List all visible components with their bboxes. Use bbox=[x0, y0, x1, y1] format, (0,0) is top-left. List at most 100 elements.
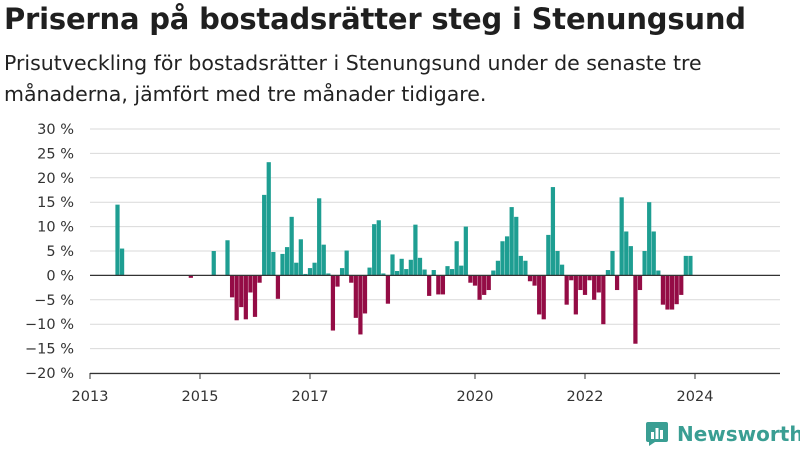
y-tick-label: 25 % bbox=[37, 146, 74, 162]
bar-positive bbox=[303, 273, 308, 276]
y-tick-label: 5 % bbox=[46, 244, 74, 260]
bar-positive bbox=[559, 264, 565, 276]
y-tick-label: 10 % bbox=[37, 220, 74, 236]
bar-positive bbox=[509, 207, 514, 276]
bar-positive bbox=[344, 250, 349, 276]
bar-negative bbox=[349, 275, 354, 283]
bar-negative bbox=[229, 275, 235, 298]
bar-negative bbox=[541, 275, 546, 320]
bar-negative bbox=[527, 275, 533, 282]
bar-positive bbox=[495, 260, 501, 276]
bar-positive bbox=[449, 269, 455, 276]
bar-positive bbox=[317, 198, 322, 276]
bar-negative bbox=[234, 275, 239, 321]
bar-positive bbox=[605, 270, 611, 276]
bar-negative bbox=[674, 275, 679, 305]
bar-positive bbox=[688, 255, 693, 276]
bar-positive bbox=[280, 253, 285, 276]
bar-positive bbox=[550, 187, 556, 276]
bar-negative bbox=[633, 275, 638, 344]
bar-negative bbox=[573, 275, 578, 315]
bar-positive bbox=[504, 236, 510, 276]
x-tick-label: 2024 bbox=[677, 389, 714, 405]
bar-negative bbox=[362, 275, 368, 314]
bar-positive bbox=[647, 202, 652, 276]
bar-negative bbox=[358, 275, 363, 335]
bar-negative bbox=[472, 275, 478, 286]
bar-positive bbox=[298, 239, 303, 276]
chart-subtitle: Prisutveckling för bostadsrätter i Stenu… bbox=[4, 51, 702, 106]
bar-positive bbox=[262, 194, 267, 276]
bar-positive bbox=[312, 262, 317, 276]
bar-positive bbox=[372, 224, 377, 276]
bar-positive bbox=[367, 267, 372, 276]
bar-positive bbox=[546, 234, 551, 276]
y-tick-label: −10 % bbox=[25, 317, 74, 333]
bar-positive bbox=[225, 240, 230, 276]
grid-lines bbox=[90, 128, 780, 374]
bar-negative bbox=[601, 275, 606, 325]
bar-negative bbox=[587, 275, 592, 281]
bar-positive bbox=[294, 262, 299, 276]
bar-negative bbox=[353, 275, 358, 318]
bar-positive bbox=[445, 266, 450, 276]
bar-positive bbox=[271, 251, 276, 276]
bar-negative bbox=[592, 275, 597, 300]
bar-positive bbox=[399, 258, 404, 276]
bar-positive bbox=[619, 197, 624, 276]
x-tick-label: 2017 bbox=[292, 389, 329, 405]
bar-negative bbox=[660, 275, 666, 305]
bar-positive bbox=[459, 265, 464, 276]
bar-positive bbox=[642, 251, 647, 276]
y-tick-label: −20 % bbox=[25, 366, 74, 382]
bar-positive bbox=[431, 270, 436, 276]
bar-negative bbox=[596, 275, 601, 293]
bar-negative bbox=[239, 275, 244, 308]
bar-positive bbox=[417, 257, 423, 276]
bar-negative bbox=[679, 275, 684, 295]
bar-negative bbox=[637, 275, 643, 291]
x-tick-label: 2022 bbox=[567, 389, 604, 405]
x-tick-label: 2020 bbox=[457, 389, 494, 405]
bar-negative bbox=[440, 275, 446, 295]
bar-negative bbox=[537, 275, 542, 315]
bar-positive bbox=[321, 244, 326, 276]
bar-positive bbox=[376, 220, 381, 276]
bar-positive bbox=[211, 251, 216, 276]
bar-positive bbox=[683, 255, 688, 276]
bar-positive bbox=[656, 270, 661, 276]
y-tick-label: −15 % bbox=[25, 342, 74, 358]
bar-negative bbox=[252, 275, 258, 317]
bar-negative bbox=[669, 275, 675, 310]
brand-logo[interactable]: Newsworthy bbox=[645, 420, 800, 448]
bar-positive bbox=[284, 247, 290, 276]
bar-positive bbox=[500, 241, 505, 276]
bar-negative bbox=[257, 275, 262, 283]
bar-positive bbox=[404, 269, 409, 276]
bar-positive bbox=[408, 259, 413, 276]
bar-positive bbox=[115, 204, 120, 276]
brand-name: Newsworthy bbox=[677, 422, 800, 446]
bar-negative bbox=[188, 275, 193, 278]
bar-positive bbox=[463, 226, 468, 276]
x-tick-label: 2013 bbox=[72, 389, 109, 405]
y-tick-label: 30 % bbox=[37, 122, 74, 138]
bar-negative bbox=[385, 275, 391, 304]
y-tick-label: 0 % bbox=[46, 268, 74, 284]
bar-negative bbox=[614, 275, 620, 291]
last-value-annotation: 4 % bbox=[733, 0, 762, 4]
bar-negative bbox=[330, 275, 336, 331]
bar-positive bbox=[422, 269, 427, 276]
bar-positive bbox=[390, 254, 395, 276]
bar-positive bbox=[624, 231, 629, 276]
bar-negative bbox=[468, 275, 473, 283]
bar-negative bbox=[427, 275, 432, 296]
bar-positive bbox=[610, 251, 615, 276]
bars bbox=[115, 162, 693, 344]
bar-positive bbox=[381, 273, 386, 276]
bar-positive bbox=[394, 271, 400, 276]
bar-positive bbox=[491, 270, 496, 276]
y-tick-label: 20 % bbox=[37, 171, 74, 187]
bar-positive bbox=[514, 216, 519, 276]
bar-negative bbox=[569, 275, 574, 281]
